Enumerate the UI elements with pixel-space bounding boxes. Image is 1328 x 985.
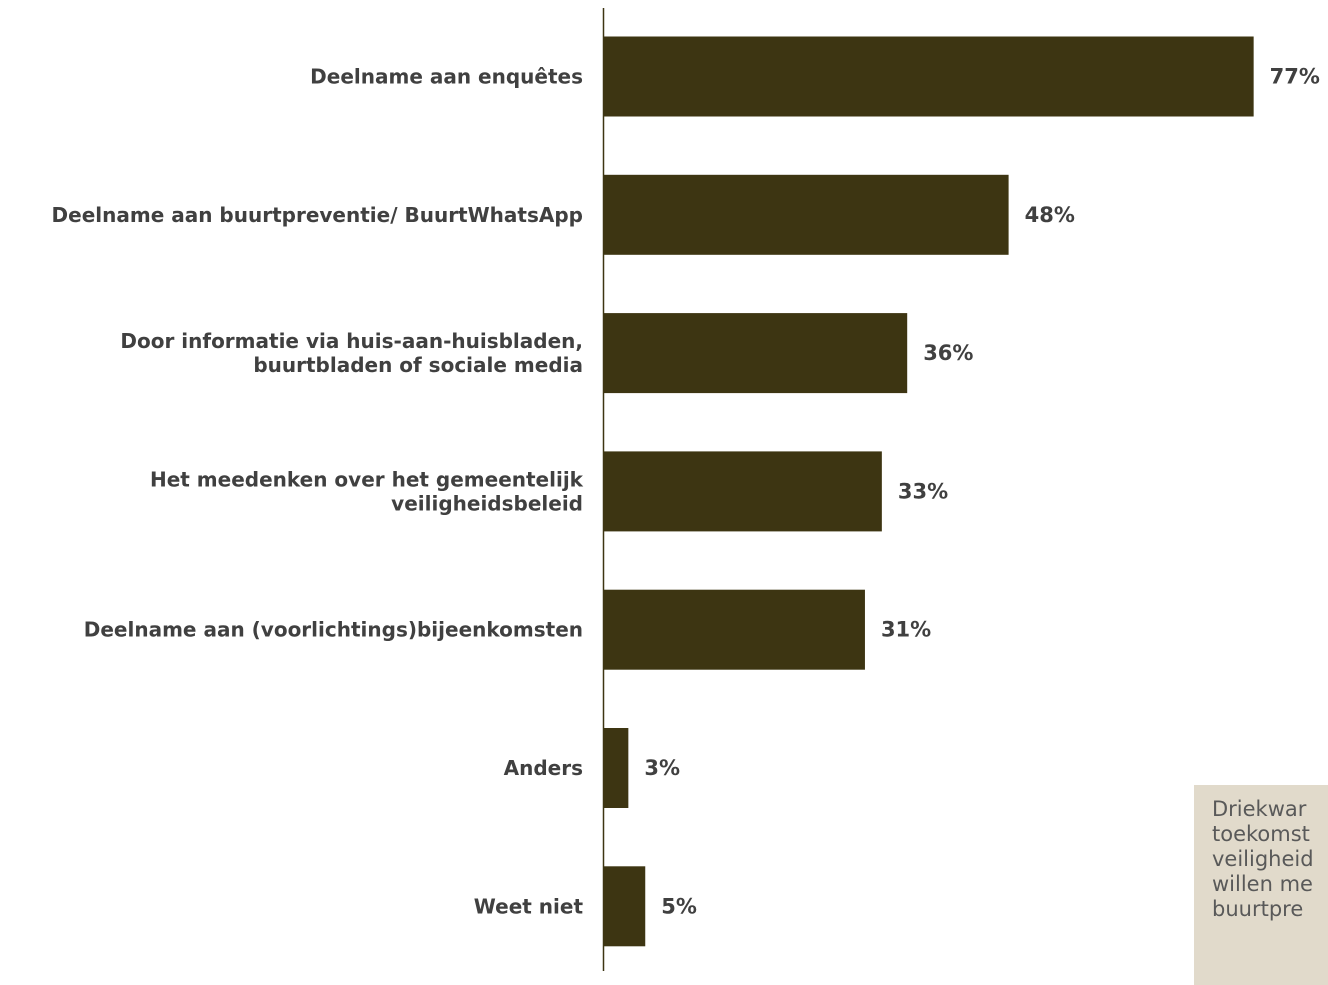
category-label: Het meedenken over het gemeentelijk xyxy=(150,467,584,491)
data-label: 31% xyxy=(881,618,931,642)
category-label: Door informatie via huis-aan-huisbladen, xyxy=(120,329,583,353)
category-label: buurtbladen of sociale media xyxy=(253,353,583,377)
data-label: 48% xyxy=(1025,203,1075,227)
bar xyxy=(603,728,629,808)
category-label: Deelname aan buurtpreventie/ BuurtWhatsA… xyxy=(52,203,583,227)
bar xyxy=(603,589,865,670)
data-label: 3% xyxy=(644,756,680,780)
bar xyxy=(603,866,646,947)
category-label: Deelname aan (voorlichtings)bijeenkomste… xyxy=(84,618,583,642)
bar xyxy=(603,313,908,394)
bar xyxy=(603,174,1009,255)
callout-line: Driekwar xyxy=(1212,797,1307,821)
bars-group xyxy=(603,36,1254,947)
callout-line: toekomst xyxy=(1212,822,1310,846)
category-label: veiligheidsbeleid xyxy=(391,491,583,515)
data-label: 77% xyxy=(1270,65,1320,89)
category-labels-group: Deelname aan enquêtes Deelname aan buurtp… xyxy=(52,65,584,919)
category-label: Deelname aan enquêtes xyxy=(310,65,583,89)
bar xyxy=(603,36,1254,117)
callout-line: willen me xyxy=(1212,872,1313,896)
callout-line: buurtpre xyxy=(1212,897,1304,921)
data-label: 36% xyxy=(923,341,973,365)
data-label: 33% xyxy=(898,479,948,503)
data-label: 5% xyxy=(661,894,697,918)
bar xyxy=(603,451,882,532)
value-labels-group: 77% 48% 36% 33% 31% 3% 5% xyxy=(644,65,1320,919)
category-label: Anders xyxy=(504,756,583,780)
callout-line: veiligheid xyxy=(1212,847,1314,871)
category-label: Weet niet xyxy=(474,894,584,918)
callout-box: Driekwar toekomst veiligheid willen me b… xyxy=(1194,785,1328,985)
